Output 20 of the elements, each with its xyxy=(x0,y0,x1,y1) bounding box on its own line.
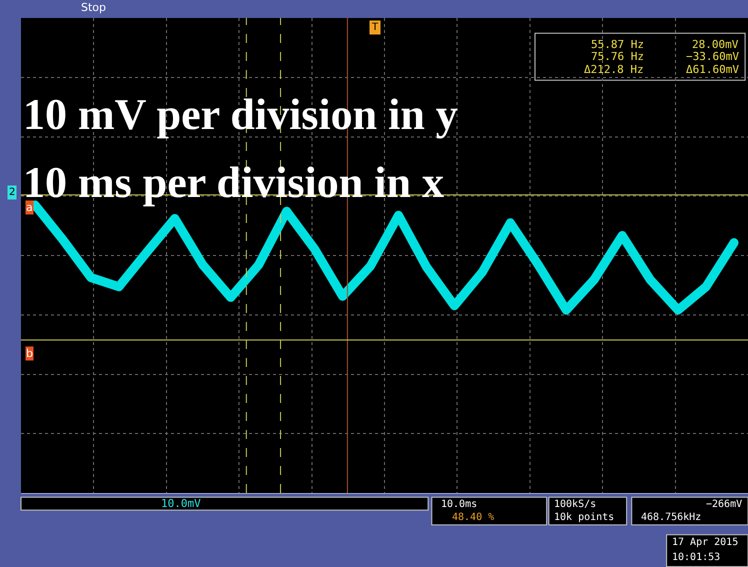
text: Δ212.8 Hz xyxy=(584,63,644,76)
text: 10k points xyxy=(554,512,614,523)
text: 100kS/s xyxy=(554,499,596,510)
text: T xyxy=(371,22,379,33)
text: Stop xyxy=(81,1,106,14)
text: 28.00mV xyxy=(692,38,739,51)
text: 48.40 % xyxy=(452,512,494,523)
text: 10.0ms xyxy=(441,499,478,510)
ref-line-label: a xyxy=(26,201,33,214)
text: −266mV xyxy=(706,499,742,510)
text: 468.756kHz xyxy=(641,512,702,523)
text: 10:01:53 xyxy=(672,552,720,563)
text: −33.60mV xyxy=(686,50,740,63)
text: 10.0mV xyxy=(161,497,202,510)
text: 55.87 Hz xyxy=(591,38,644,51)
text: Δ61.60mV xyxy=(686,63,740,76)
ref-line-label: b xyxy=(26,347,33,360)
text: 2 xyxy=(9,187,16,198)
text: 17 Apr 2015 xyxy=(672,537,738,548)
text: 75.76 Hz xyxy=(591,50,644,63)
